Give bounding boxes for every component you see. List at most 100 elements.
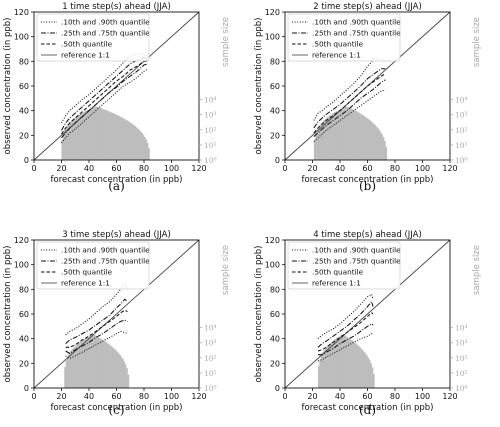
histogram-bar xyxy=(65,360,68,388)
histogram-bar xyxy=(333,340,335,388)
series-line xyxy=(313,68,386,129)
y-tick-label: 100 xyxy=(14,33,29,42)
legend-label: reference 1:1 xyxy=(312,279,361,288)
histogram-bar xyxy=(138,129,141,160)
chart-panel-4: 0 20 40 60 80 100 12002040608010012010⁰10¹10²1… xyxy=(254,230,482,417)
histogram-bar xyxy=(106,343,109,388)
x-tick-label: 60 xyxy=(362,392,372,401)
histogram-bar xyxy=(113,113,116,160)
histogram-bar xyxy=(139,131,142,160)
histogram-bar xyxy=(374,125,377,160)
histogram-bar xyxy=(98,107,101,160)
legend-label: .25th and .75th quantile xyxy=(61,257,150,266)
x-tick-label: 60 xyxy=(362,164,372,173)
histogram-bar xyxy=(102,340,105,388)
histogram-bar xyxy=(373,373,375,388)
y2-tick-label: 10² xyxy=(204,354,217,363)
x-tick-label: 100 xyxy=(164,164,179,173)
histogram-bar xyxy=(68,353,71,388)
histogram-bar xyxy=(329,343,331,388)
histogram-bar xyxy=(64,366,66,388)
histogram-bar xyxy=(144,136,146,160)
histogram-bar xyxy=(356,111,359,160)
histogram-bar xyxy=(100,108,102,160)
x-tick-label: 0 xyxy=(31,392,36,401)
y-tick-label: 80 xyxy=(19,285,29,294)
y-tick-label: 0 xyxy=(24,384,29,393)
histogram-bar xyxy=(313,139,316,160)
histogram-bar xyxy=(130,123,132,160)
x-tick-label: 0 xyxy=(31,164,36,173)
histogram-bar xyxy=(89,336,91,388)
histogram-bar xyxy=(346,106,349,160)
histogram-bar xyxy=(124,119,127,160)
histogram-bar xyxy=(323,119,326,160)
histogram-bar xyxy=(335,111,338,160)
x-tick-label: 20 xyxy=(56,392,66,401)
chart-title: 4 time step(s) ahead (JJA) xyxy=(313,230,422,240)
legend-label: .50th quantile xyxy=(61,268,113,277)
y-tick-label: 60 xyxy=(270,310,280,319)
x-tick-label: 20 xyxy=(307,392,317,401)
legend-label: .25th and .75th quantile xyxy=(61,29,150,38)
histogram-bar xyxy=(69,351,72,388)
y-axis-label: observed concentration (in ppb) xyxy=(254,18,264,155)
y2-tick-label: 10³ xyxy=(455,111,468,120)
histogram-bar xyxy=(93,334,95,388)
y2-axis-label: sample size xyxy=(472,245,482,295)
histogram-bar xyxy=(90,108,93,160)
histogram-bar xyxy=(337,110,339,160)
histogram-bar xyxy=(318,366,320,388)
histogram-bar xyxy=(331,341,334,388)
histogram-bar xyxy=(334,111,337,160)
histogram-bar xyxy=(345,106,348,160)
y2-tick-label: 10² xyxy=(455,354,468,363)
histogram-bar xyxy=(320,122,323,160)
histogram-bar xyxy=(337,337,339,388)
histogram-bar xyxy=(330,342,333,388)
histogram-bar xyxy=(315,133,317,160)
x-axis-label: forecast concentration (in ppb) xyxy=(51,403,183,413)
histogram-bar xyxy=(120,117,123,160)
series-line xyxy=(313,89,386,142)
histogram-bar xyxy=(131,124,134,160)
histogram-bar xyxy=(65,127,68,160)
y-tick-label: 120 xyxy=(14,8,29,17)
histogram-bar xyxy=(370,363,372,388)
y2-tick-label: 10³ xyxy=(204,111,217,120)
histogram-bar xyxy=(119,355,121,388)
histogram-bar xyxy=(319,359,322,388)
histogram-bar xyxy=(126,120,128,160)
series-line xyxy=(65,282,128,336)
histogram-bar xyxy=(93,107,95,160)
y-tick-label: 100 xyxy=(14,261,29,270)
histogram-bar xyxy=(366,355,368,388)
y-axis-label: observed concentration (in ppb) xyxy=(3,246,13,383)
histogram-bar xyxy=(117,115,120,160)
y2-tick-label: 10⁰ xyxy=(455,156,468,165)
histogram-bar xyxy=(148,148,150,160)
histogram-bar xyxy=(355,110,357,160)
histogram-bar xyxy=(360,114,363,160)
series-line xyxy=(65,319,128,355)
legend: .10th and .90th quantile .25th and .75th … xyxy=(287,241,401,290)
histogram-bar xyxy=(89,109,91,160)
y-tick-label: 120 xyxy=(265,236,280,245)
histogram-bar xyxy=(382,137,385,160)
y-tick-label: 60 xyxy=(19,82,29,91)
histogram-bar xyxy=(79,341,82,388)
histogram-bar xyxy=(331,113,334,160)
histogram-bar xyxy=(72,119,75,160)
x-tick-label: 60 xyxy=(111,392,121,401)
y-tick-label: 20 xyxy=(270,131,280,140)
histogram-bar xyxy=(349,108,352,160)
y2-tick-label: 10⁰ xyxy=(204,156,217,165)
x-tick-label: 80 xyxy=(390,164,400,173)
y-tick-label: 0 xyxy=(275,384,280,393)
y2-tick-label: 10⁴ xyxy=(455,96,468,105)
y-tick-label: 0 xyxy=(275,156,280,165)
y2-tick-label: 10⁰ xyxy=(455,384,468,393)
legend-label: .50th quantile xyxy=(61,40,113,49)
histogram-bar xyxy=(91,107,94,160)
histogram-bar xyxy=(370,121,372,160)
